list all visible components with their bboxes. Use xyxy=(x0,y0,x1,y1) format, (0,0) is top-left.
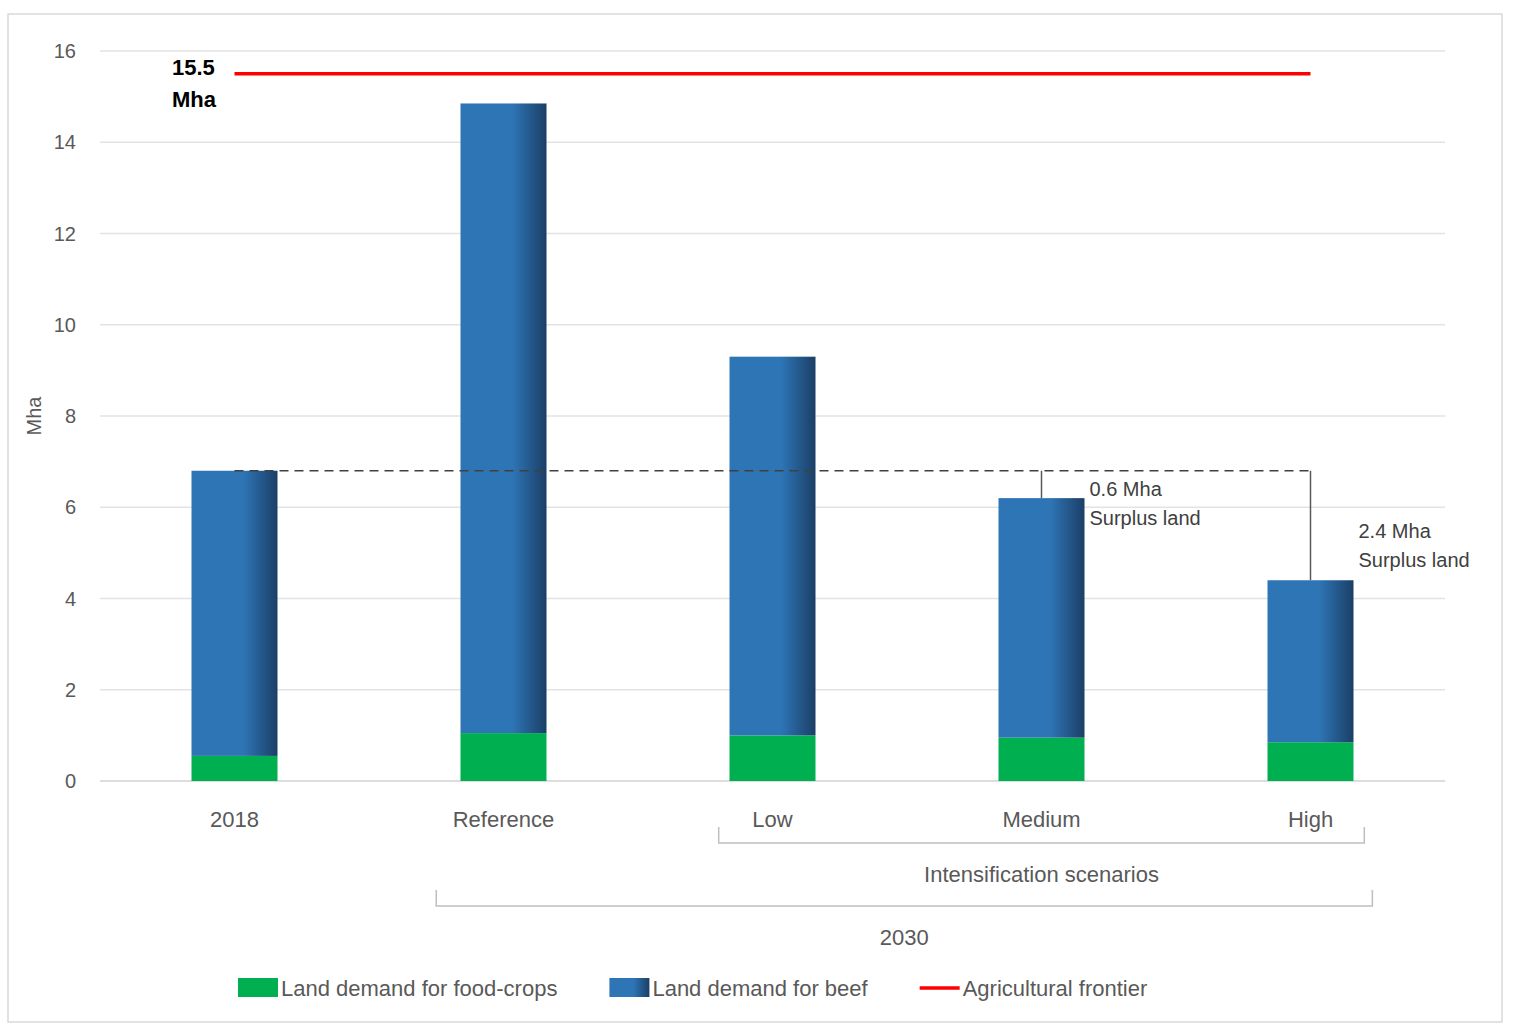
y-tick-label: 0 xyxy=(65,770,76,792)
bars xyxy=(192,103,1354,781)
y-axis-label: Mha xyxy=(23,396,45,436)
annotation-text: Surplus land xyxy=(1090,507,1201,529)
legend-label: Land demand for food-crops xyxy=(281,976,557,1001)
legend-swatch xyxy=(920,986,960,990)
bar-segment xyxy=(730,735,816,781)
grid-line xyxy=(100,233,1445,234)
y-tick-label: 2 xyxy=(65,679,76,701)
y-tick-label: 10 xyxy=(54,314,76,336)
frontier-label: 15.5 xyxy=(172,55,215,80)
bar-segment xyxy=(192,756,278,781)
surplus-bracket xyxy=(1310,471,1312,581)
annotation-text: Surplus land xyxy=(1359,549,1470,571)
grid-line xyxy=(100,142,1445,143)
bar-segment xyxy=(1268,742,1354,781)
y-tick-label: 14 xyxy=(54,131,76,153)
bar-segment xyxy=(730,357,816,736)
frontier-label: Mha xyxy=(172,87,217,112)
legend-swatch xyxy=(238,978,278,997)
chart-frame xyxy=(8,14,1502,1022)
group-bracket xyxy=(719,827,1365,843)
surplus-bracket xyxy=(1041,471,1043,498)
group-label: Intensification scenarios xyxy=(924,862,1159,887)
bar-segment xyxy=(1268,580,1354,742)
y-tick-label: 16 xyxy=(54,40,76,62)
bar-segment xyxy=(461,103,547,733)
y-tick-label: 4 xyxy=(65,588,76,610)
x-tick-label: 2018 xyxy=(210,807,259,832)
group-bracket xyxy=(436,890,1372,906)
bar-segment xyxy=(999,738,1085,781)
baseline-line xyxy=(235,470,1311,472)
bar-segment xyxy=(461,733,547,781)
y-tick-label: 8 xyxy=(65,405,76,427)
bar-segment xyxy=(192,471,278,756)
y-tick-label: 12 xyxy=(54,223,76,245)
grid-line xyxy=(100,324,1445,325)
x-tick-label: High xyxy=(1288,807,1333,832)
annotation-text: 2.4 Mha xyxy=(1359,520,1432,542)
legend-label: Agricultural frontier xyxy=(963,976,1148,1001)
x-tick-label: Reference xyxy=(453,807,555,832)
y-tick-label: 6 xyxy=(65,496,76,518)
x-tick-label: Medium xyxy=(1002,807,1080,832)
chart: 0 2 4 6 8 10 12 14 16 Mha 2018 Reference Low Medium Hi… xyxy=(0,0,1514,1036)
legend-label: Land demand for beef xyxy=(652,976,868,1001)
legend-swatch xyxy=(609,978,649,997)
bar-segment xyxy=(999,498,1085,738)
grid-line xyxy=(100,50,1445,51)
annotation-text: 0.6 Mha xyxy=(1090,478,1163,500)
x-tick-label: Low xyxy=(752,807,792,832)
group-label: 2030 xyxy=(880,925,929,950)
frontier-line xyxy=(235,72,1311,76)
